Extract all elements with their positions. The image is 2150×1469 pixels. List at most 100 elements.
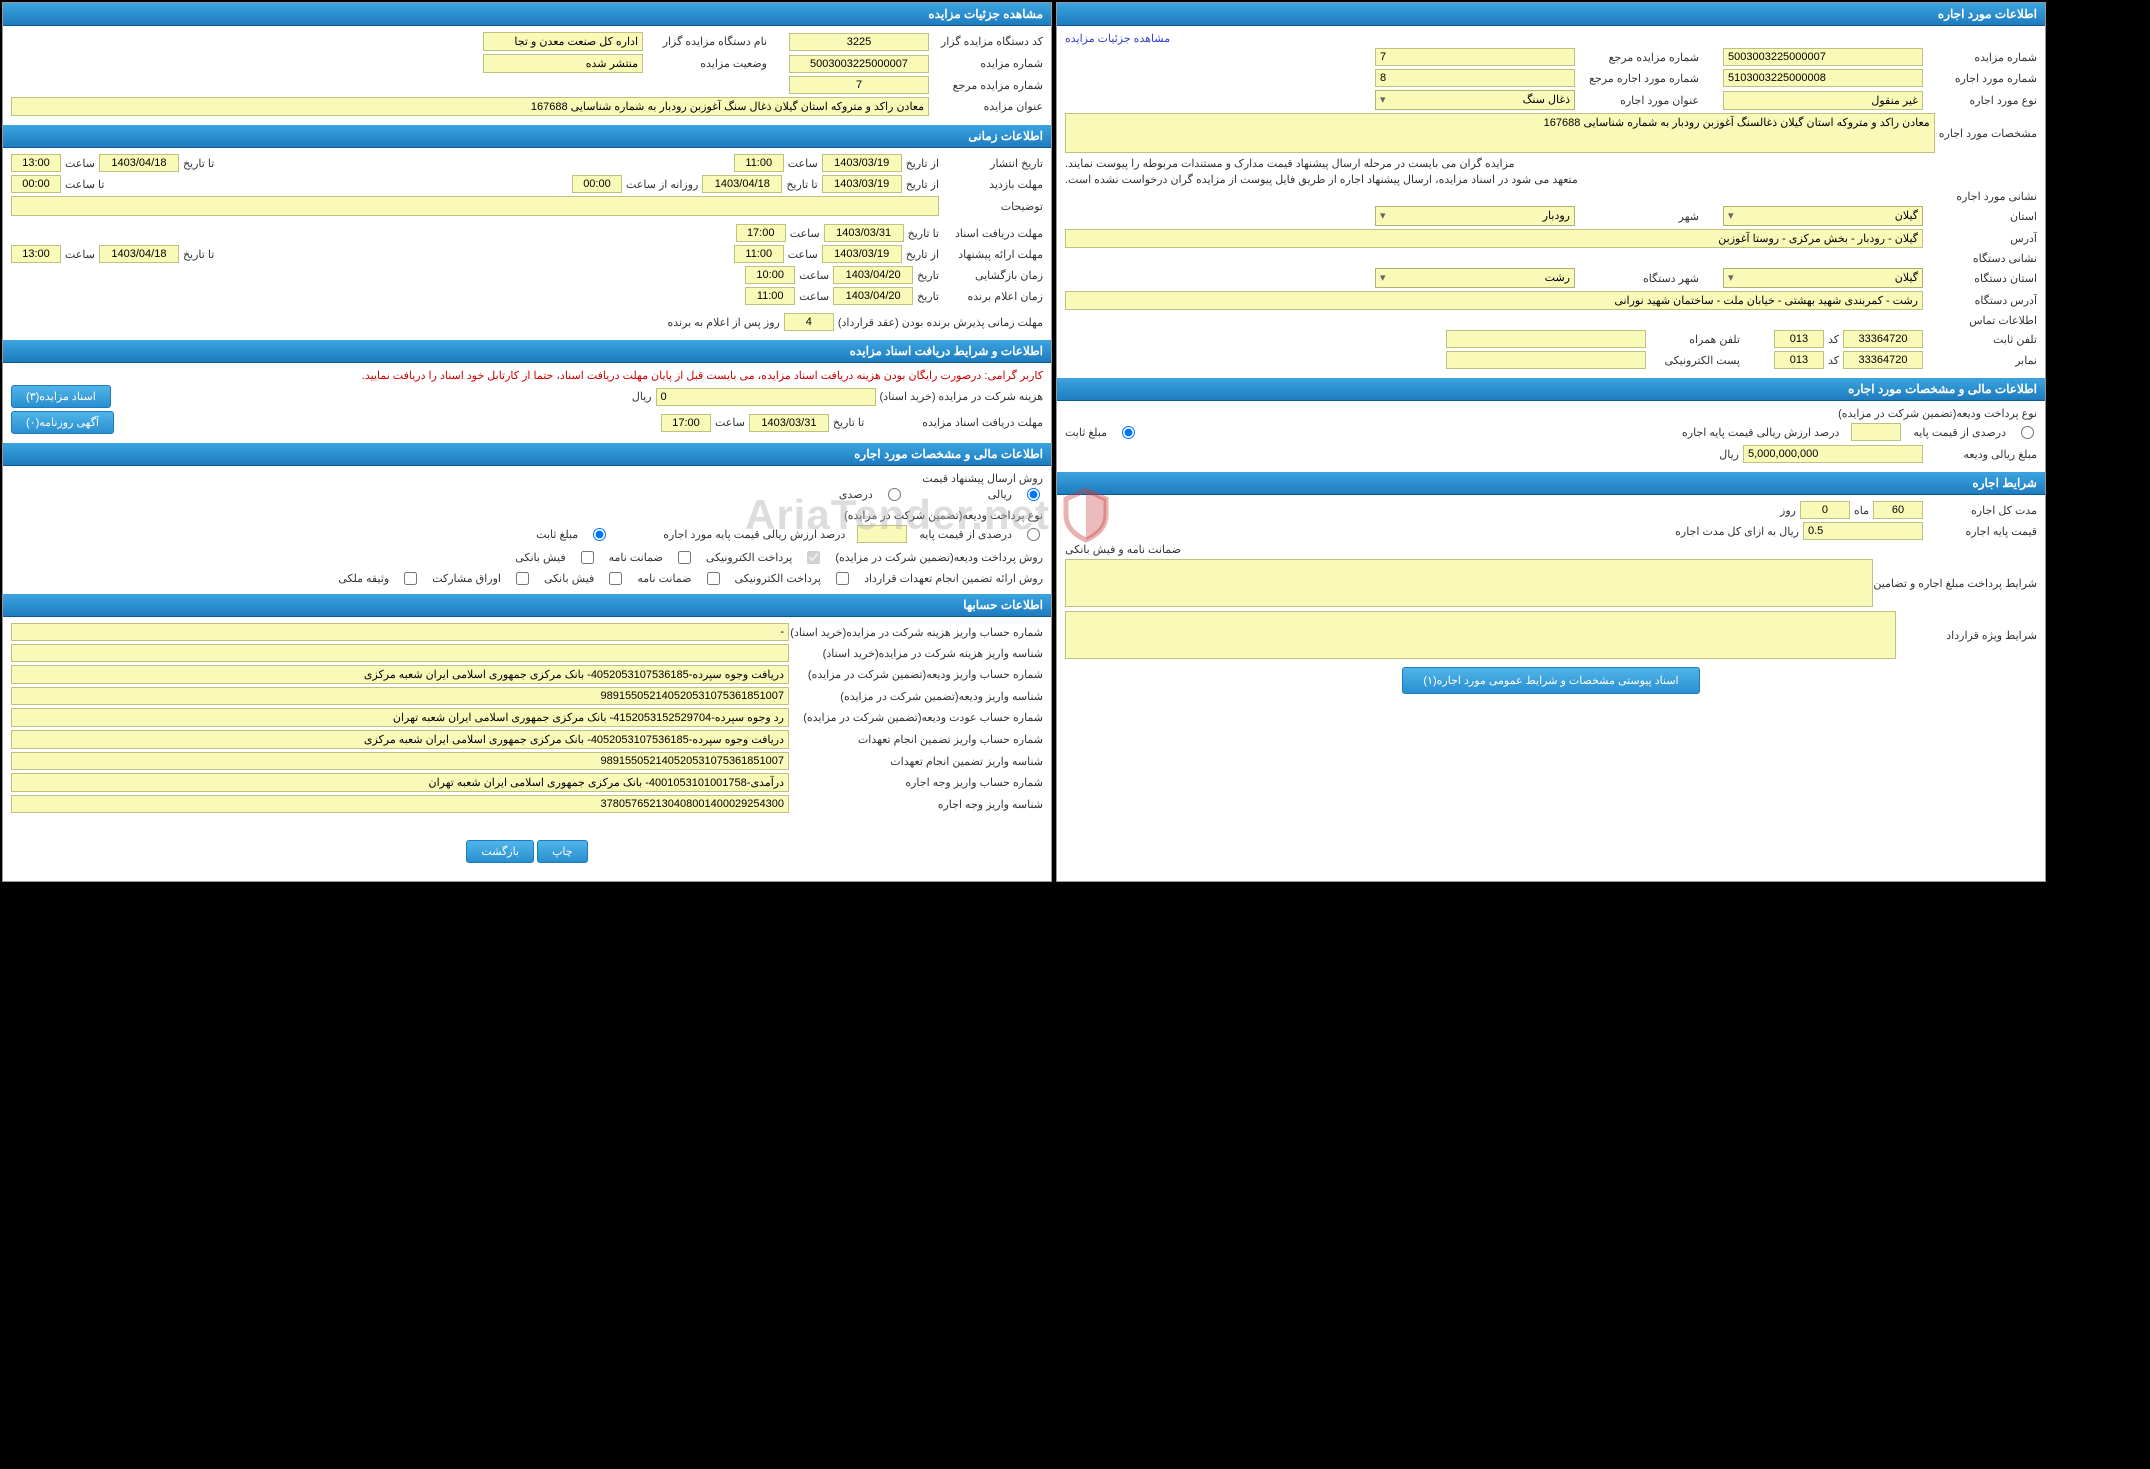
chk-bankslip2[interactable] [609,572,622,585]
announce-date: 1403/04/20 [833,287,913,305]
radio-rial[interactable] [1027,488,1040,501]
l-title-select[interactable]: ذغال سنگ [1375,90,1575,110]
radio-fixed[interactable] [593,528,606,541]
mobile-field [1446,330,1646,348]
pct-rent2: درصد ارزش ریالی قیمت پایه اجاره [1682,426,1839,439]
offer-deadline-label: مهلت ارائه پیشنهاد [943,248,1043,261]
radio-pctbase2[interactable] [2021,426,2034,439]
pub-from-date: 1403/03/19 [822,154,902,172]
l-num-label: شماره مزایده [1927,51,2037,64]
date-lbl2: تاریخ [917,290,939,303]
l-ref-label: شماره مزایده مرجع [1579,51,1699,64]
btn-print[interactable]: چاپ [537,840,588,863]
left-panel: اطلاعات مورد اجاره مشاهده جزئیات مزایده … [1056,2,2046,882]
radio-fixed2[interactable] [1122,426,1135,439]
l-spec-label: مشخصات مورد اجاره [1939,127,2037,140]
city-select[interactable]: رودبار [1375,206,1575,226]
winner-deadline-label: مهلت زمانی پذیرش برنده بودن (عقد قرارداد… [838,316,1043,329]
city-label: شهر [1579,210,1699,223]
org-city-select[interactable]: رشت [1375,268,1575,288]
btn-docs[interactable]: اسناد مزایده(۳) [11,385,111,408]
fixed2: مبلغ ثابت [1065,426,1107,439]
link-details[interactable]: مشاهده جزئیات مزایده [1065,32,1170,45]
l-rentnum-field: 5103003225000008 [1723,69,1923,87]
deposit-amt-field: 5,000,000,000 [1743,445,1923,463]
hdr-docs: اطلاعات و شرایط دریافت اسناد مزایده [3,340,1051,363]
hdr-cond: شرایط اجاره [1057,472,2045,495]
chk-bankslip[interactable] [581,551,594,564]
special-cond-field[interactable] [1065,611,1896,659]
l-type-field: غیر منقول [1723,91,1923,110]
l-rentref-field: 8 [1375,69,1575,87]
price-method-label: روش ارسال پیشنهاد قیمت [922,472,1043,485]
from-date-lbl3: از تاریخ [906,248,939,261]
acc6-label: شماره حساب واریز تضمین انجام تعهدات [793,733,1043,746]
pub-to-date: 1403/04/18 [99,154,179,172]
chk-epay[interactable] [807,551,820,564]
baseprice-label: قیمت پایه اجاره [1927,525,2037,538]
chk-guarantee2[interactable] [707,572,720,585]
acc7-field: 989155052140520531075361851007 [11,752,789,770]
email-label: پست الکترونیکی [1650,354,1740,367]
acc2-field [11,644,789,662]
btn-back[interactable]: بازگشت [466,840,534,863]
acc6-field: دریافت وجوه سپرده-4052053107536185- بانک… [11,730,789,749]
acc5-label: شماره حساب عودت ودیعه(تضمین شرکت در مزای… [793,711,1043,724]
org-field: اداره کل صنعت معدن و تجا [483,32,643,51]
contact-label: اطلاعات تماس [1969,314,2037,327]
user-warning: کاربر گرامی: درصورت رایگان بودن هزینه در… [362,369,1043,382]
note2: متعهد می شود در اسناد مزایده، ارسال پیشن… [1065,173,1578,186]
baseprice-field: 0.5 [1803,522,1923,540]
pub-from-time: 11:00 [734,154,784,172]
deposit-type2-label: نوع پرداخت ودیعه(تضمین شرکت در مزایده) [1838,407,2037,420]
l-spec-field: معادن راکد و متروکه استان گیلان ذغالسنگ … [1065,113,1935,153]
opt-bankslip2: فیش بانکی [544,572,594,585]
acc8-label: شماره حساب واریز وجه اجاره [793,776,1043,789]
opt-bonds: اوراق مشارکت [432,572,501,585]
chk-property[interactable] [404,572,417,585]
offer-from-time: 11:00 [734,245,784,263]
acc4-label: شناسه واریز ودیعه(تضمین شرکت در مزایده) [793,690,1043,703]
org-prov-select[interactable]: گیلان [1723,268,1923,288]
prov-select[interactable]: گیلان [1723,206,1923,226]
pay-cond-field[interactable] [1065,559,1873,607]
btn-attach[interactable]: اسناد پیوستی مشخصات و شرایط عمومی مورد ا… [1402,667,1699,694]
chk-guarantee[interactable] [678,551,691,564]
radio-pctbase[interactable] [1027,528,1040,541]
chk-epay2[interactable] [836,572,849,585]
daily-from-time: 00:00 [572,175,622,193]
opt-property: وثیقه ملکی [338,572,389,585]
opt-guarantee: ضمانت نامه [609,551,663,564]
title-field: معادن راکد و متروکه استان گیلان ذغال سنگ… [11,97,929,116]
winner-days: 4 [784,313,834,331]
radio-pct[interactable] [888,488,901,501]
chk-bonds[interactable] [516,572,529,585]
pct-base2: درصدی از قیمت پایه [1913,426,2006,439]
visit-label: مهلت بازدید [943,178,1043,191]
time-lbl6: ساعت [799,269,829,282]
acc4-field: 989155052140520531075361851007 [11,687,789,705]
pay-cond-label: شرایط پرداخت مبلغ اجاره و تضامین آن [1877,577,2037,590]
special-cond-label: شرایط ویژه قرارداد [1900,629,2037,642]
btn-news[interactable]: آگهی روزنامه(۰) [11,411,114,434]
desc-label: توضیحات [943,200,1043,213]
rial-per-lbl: ریال به ازای کل مدت اجاره [1675,525,1799,538]
fax-label: نمابر [1927,354,2037,367]
time-lbl1: ساعت [788,157,818,170]
rial-lbl1: ریال [632,390,652,403]
ref-field: 7 [789,76,929,94]
open-date: 1403/04/20 [833,266,913,284]
org-addr2-field: رشت - کمربندی شهید بهشتی - خیابان ملت - … [1065,291,1923,310]
acc3-label: شماره حساب واریز ودیعه(تضمین شرکت در مزا… [793,668,1043,681]
acc9-field: 378057652130408001400029254300 [11,795,789,813]
pct-base-rent-lbl: درصد ارزش ریالی قیمت پایه مورد اجاره [663,528,845,541]
open-time-val: 10:00 [745,266,795,284]
offer-to-time: 13:00 [11,245,61,263]
mobile-label: تلفن همراه [1650,333,1740,346]
time-lbl3: ساعت [790,227,820,240]
offer-to-date: 1403/04/18 [99,245,179,263]
to-date-lbl5: تا تاریخ [833,416,864,429]
hdr-fin2: اطلاعات مالی و مشخصات مورد اجاره [1057,378,2045,401]
pct-field [857,525,907,543]
days-after-label: روز پس از اعلام به برنده [667,316,779,329]
